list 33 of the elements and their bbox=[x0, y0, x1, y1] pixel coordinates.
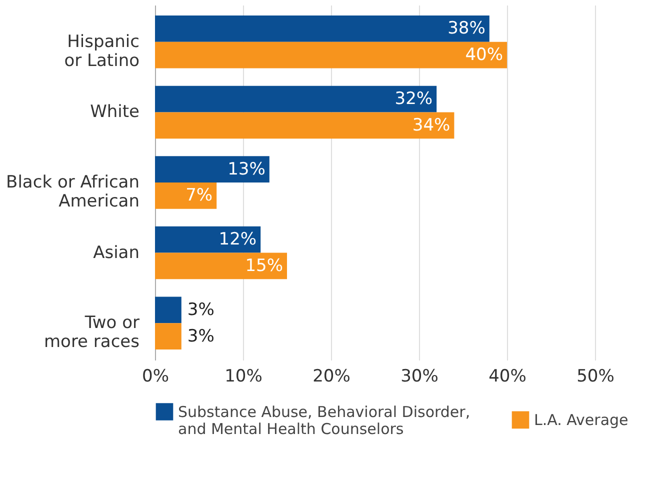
bar bbox=[155, 182, 217, 209]
data-label: 3% bbox=[187, 326, 214, 346]
bar bbox=[155, 156, 270, 182]
legend-label: L.A. Average bbox=[534, 410, 628, 429]
x-tick-label: 0% bbox=[142, 366, 169, 386]
data-label: 15% bbox=[245, 256, 283, 276]
data-label: 38% bbox=[448, 18, 486, 39]
legend-label: Substance Abuse, Behavioral Disorder, and Mental Health Counselors bbox=[178, 402, 470, 438]
data-label: 7% bbox=[186, 186, 213, 206]
bar bbox=[155, 296, 182, 324]
data-label: 34% bbox=[412, 115, 450, 136]
x-tick-label: 20% bbox=[312, 366, 350, 386]
data-label: 13% bbox=[228, 159, 266, 180]
bar bbox=[155, 86, 437, 112]
bar bbox=[155, 226, 261, 253]
x-tick-label: 10% bbox=[224, 366, 262, 386]
x-tick-label: 30% bbox=[400, 366, 438, 386]
data-label: 3% bbox=[187, 300, 214, 320]
data-label: 32% bbox=[394, 89, 433, 110]
y-tick-label: Hispanic or Latino bbox=[64, 32, 140, 71]
data-label: 40% bbox=[465, 45, 503, 66]
bar bbox=[155, 42, 507, 68]
y-tick-label: Black or African American bbox=[6, 172, 140, 212]
y-tick-label: White bbox=[90, 102, 140, 122]
bar bbox=[155, 323, 182, 350]
data-label: 12% bbox=[218, 230, 257, 250]
x-tick-label: 50% bbox=[576, 366, 614, 386]
bar bbox=[155, 112, 454, 139]
x-tick-label: 40% bbox=[488, 366, 526, 386]
y-tick-label: Asian bbox=[93, 242, 140, 263]
y-tick-label: Two or more races bbox=[44, 313, 140, 352]
bar bbox=[155, 252, 287, 280]
bar bbox=[155, 16, 490, 42]
